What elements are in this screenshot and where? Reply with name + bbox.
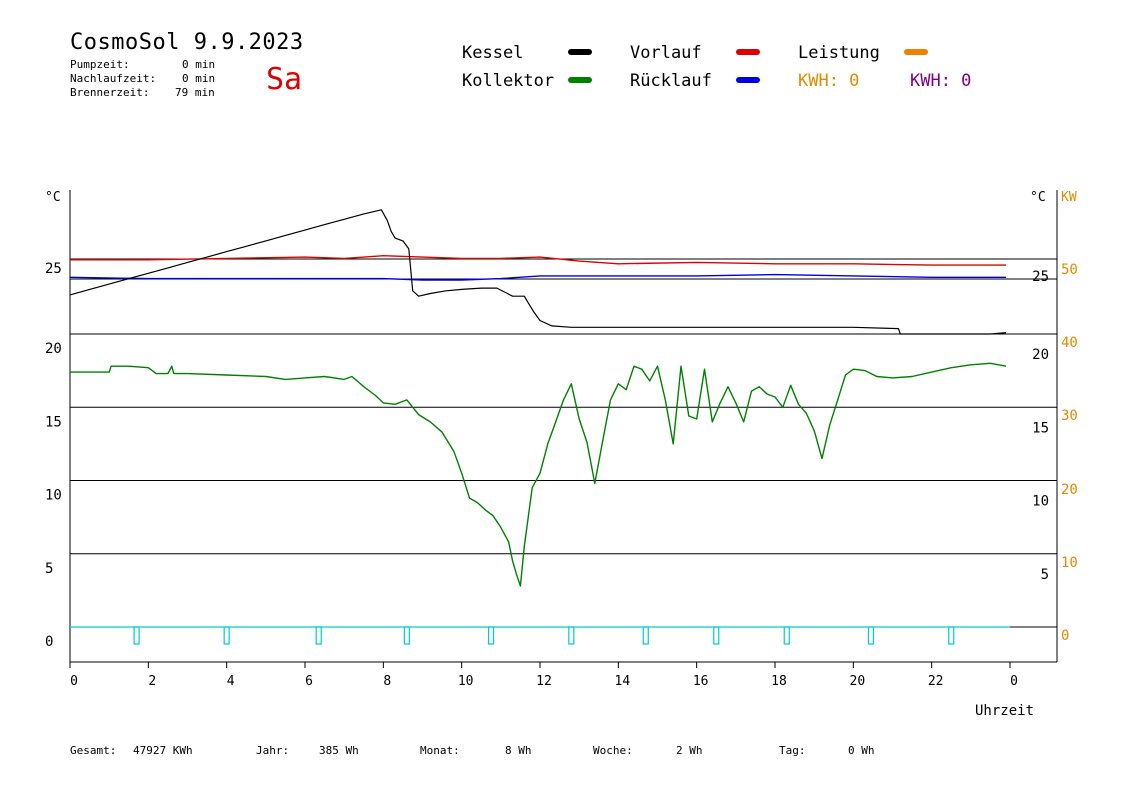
legend-label-vorlauf: Vorlauf — [630, 43, 702, 63]
footer-tag-label: Tag: — [779, 744, 806, 757]
x-tick-label-5: 10 — [458, 674, 474, 689]
y-tick-right-20: 20 — [1032, 347, 1049, 363]
y2-tick-10: 10 — [1061, 555, 1078, 571]
leistung-pulse-8 — [783, 626, 790, 645]
weekday-label: Sa — [266, 62, 303, 97]
stat-brenner-label: Brennerzeit: — [70, 86, 150, 99]
x-tick-label-3: 6 — [305, 674, 313, 689]
stat-brenner-value: 79 min — [175, 86, 215, 99]
y2-tick-0: 0 — [1061, 628, 1069, 644]
y2-tick-30: 30 — [1061, 408, 1078, 424]
legend-label-ruecklauf: Rücklauf — [630, 71, 712, 91]
x-tick-label-9: 18 — [771, 674, 787, 689]
leistung-pulse-0 — [133, 626, 140, 645]
y-tick-left-5: 5 — [45, 561, 53, 577]
stat-nachlauf-label: Nachlaufzeit: — [70, 72, 157, 85]
leistung-pulse-1 — [223, 626, 230, 645]
y-tick-left-15: 15 — [45, 414, 62, 430]
footer-jahr-value: 385 Wh — [319, 744, 359, 757]
y-tick-left-upper-25: 25 — [45, 261, 62, 277]
x-tick-label-0: 0 — [70, 674, 78, 689]
leistung-pulse-10 — [948, 626, 955, 645]
footer-woche-value: 2 Wh — [676, 744, 703, 757]
series-line-kessel — [69, 209, 1007, 335]
x-tick-label-4: 8 — [383, 674, 391, 689]
legend-label-leistung: Leistung — [798, 43, 880, 63]
x-tick-label-12: 0 — [1010, 674, 1018, 689]
y-tick-right-upper-25: 25 — [1032, 269, 1049, 285]
y-tick-right-10: 10 — [1032, 494, 1049, 510]
y-axis-title-right: °C — [1030, 190, 1046, 205]
y-tick-right-5: 5 — [1041, 567, 1049, 583]
footer-gesamt-label: Gesamt: — [70, 744, 117, 757]
footer-monat-value: 8 Wh — [505, 744, 532, 757]
series-line-ruecklauf — [69, 273, 1007, 281]
footer-tag-value: 0 Wh — [848, 744, 875, 757]
chart-title: CosmoSol 9.9.2023 — [70, 30, 304, 55]
leistung-pulse-7 — [713, 626, 720, 645]
stat-pump-label: Pumpzeit: — [70, 58, 130, 71]
y-axis-title-left: °C — [45, 190, 61, 205]
leistung-pulse-2 — [315, 626, 322, 645]
footer-monat-label: Monat: — [420, 744, 460, 757]
y-tick-left-0: 0 — [45, 634, 53, 650]
legend-label-kessel: Kessel — [462, 43, 524, 63]
x-tick-label-1: 2 — [148, 674, 156, 689]
x-axis-title: Uhrzeit — [975, 703, 1034, 719]
x-tick-label-10: 20 — [850, 674, 866, 689]
y-tick-right-15: 15 — [1032, 420, 1049, 436]
y2-tick-50: 50 — [1061, 262, 1078, 278]
y-tick-left-20: 20 — [45, 341, 62, 357]
footer-woche-label: Woche: — [593, 744, 633, 757]
leistung-pulse-9 — [867, 626, 875, 645]
y2-axis-title: KW — [1061, 190, 1077, 205]
leistung-pulse-3 — [403, 626, 410, 645]
y-tick-left-10: 10 — [45, 488, 62, 504]
series-line-kollektor — [70, 362, 1007, 587]
y2-tick-20: 20 — [1061, 482, 1078, 498]
x-tick-label-11: 22 — [928, 674, 944, 689]
footer-gesamt-value: 47927 KWh — [133, 744, 193, 757]
stat-nachlauf-value: 0 min — [182, 72, 216, 85]
legend-label-kollektor: Kollektor — [462, 71, 555, 91]
x-tick-label-2: 4 — [227, 674, 235, 689]
leistung-pulse-4 — [487, 626, 495, 645]
leistung-pulse-5 — [568, 626, 575, 645]
x-tick-label-6: 12 — [536, 674, 552, 689]
kwh-leistung: KWH: 0 — [798, 71, 860, 91]
stat-pump-value: 0 min — [182, 58, 216, 71]
y2-tick-40: 40 — [1061, 335, 1078, 351]
x-tick-label-7: 14 — [615, 674, 631, 689]
leistung-pulse-6 — [642, 626, 649, 645]
footer-jahr-label: Jahr: — [256, 744, 290, 757]
series-line-vorlauf — [70, 254, 1007, 266]
kwh-total: KWH: 0 — [910, 71, 972, 91]
x-tick-label-8: 16 — [693, 674, 709, 689]
